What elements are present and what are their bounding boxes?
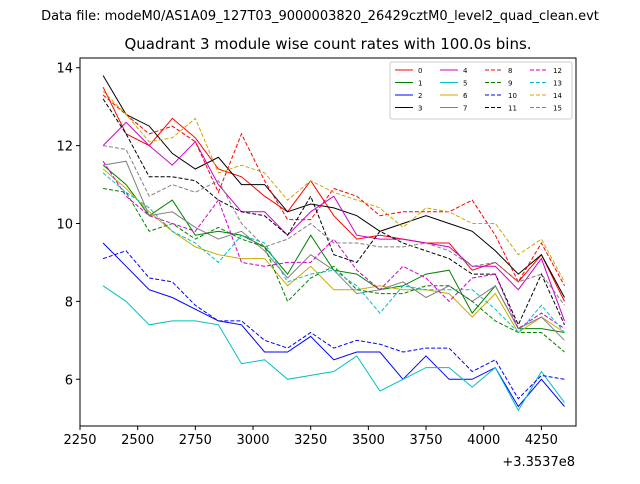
series-line-2 [102,242,565,408]
x-tick-label: 3000 [236,433,269,448]
series-line-12 [102,160,565,330]
y-axis: 6 8 10 12 14 [56,62,80,388]
y-tick-label: 8 [65,295,73,310]
y-tick-label: 12 [56,140,73,155]
series-line-6 [102,168,565,334]
legend-label-9: 9 [508,80,512,88]
x-tick-label: 2750 [179,433,212,448]
legend-label-11: 11 [508,105,517,113]
series-line-10 [102,250,565,400]
x-offset-label: +3.3537e8 [502,455,575,470]
x-tick-label: 3500 [352,433,385,448]
series-line-14 [102,90,565,283]
plot-lines [102,75,565,412]
x-tick-label: 2250 [63,433,96,448]
y-tick-label: 14 [56,62,73,77]
x-tick-label: 3250 [294,433,327,448]
legend-label-0: 0 [418,67,422,75]
legend-label-14: 14 [553,92,562,100]
x-tick-label: 4000 [467,433,500,448]
series-line-7 [103,160,565,341]
legend-label-6: 6 [463,92,468,100]
data-file-header: Data file: modeM0/AS1A09_127T03_90000038… [41,9,599,24]
series-line-4 [102,121,565,322]
legend-label-2: 2 [418,92,422,100]
x-axis: 2250 2500 2750 3000 3250 3500 3750 4000 4250 [63,426,558,448]
legend-box [389,61,573,120]
x-tick-label: 4250 [525,433,558,448]
legend-label-1: 1 [418,80,422,88]
y-tick-label: 10 [56,218,73,233]
legend-label-7: 7 [463,105,467,113]
y-tick-label: 6 [65,373,73,388]
x-tick-label: 2500 [121,433,154,448]
x-tick-label: 3750 [409,433,442,448]
series-line-15 [103,145,565,306]
legend-label-5: 5 [463,80,467,88]
series-line-11 [102,98,565,327]
legend-label-4: 4 [463,67,468,75]
legend-label-15: 15 [553,105,562,113]
legend-label-3: 3 [418,105,422,113]
series-line-13 [102,172,565,334]
legend-label-10: 10 [508,92,517,100]
legend-label-8: 8 [508,67,512,75]
series-line-0 [102,86,565,302]
chart-title: Quadrant 3 module wise count rates with … [124,35,531,53]
legend-label-12: 12 [553,67,562,75]
legend-label-13: 13 [553,80,562,88]
series-line-9 [103,188,565,353]
plot-frame [79,57,577,427]
series-line-5 [102,285,565,412]
series-line-8 [102,94,565,287]
series-line-3 [102,75,565,298]
